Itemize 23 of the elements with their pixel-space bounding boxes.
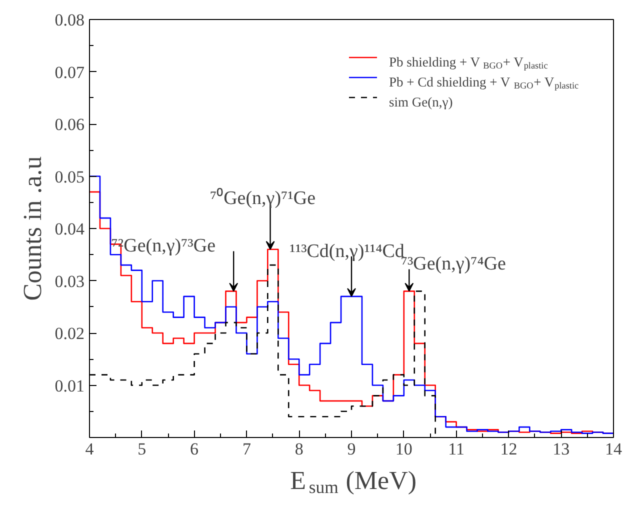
y-tick-label: 0.07 xyxy=(54,62,85,82)
y-tick-label: 0.06 xyxy=(54,115,84,134)
annotation: ⁷⁰Ge(n,γ)⁷¹Ge xyxy=(210,186,316,209)
x-tick-label: 6 xyxy=(190,440,199,458)
x-tick-label: 12 xyxy=(500,440,518,458)
x-tick-label: 13 xyxy=(552,440,570,458)
y-tick-label: 0.02 xyxy=(54,324,84,343)
legend-label: sim Ge(n,γ) xyxy=(388,94,453,110)
annotation: ⁷²Ge(n,γ)⁷³Ge xyxy=(111,236,216,257)
y-tick-label: 0.05 xyxy=(54,167,84,186)
y-tick-label: 0.04 xyxy=(54,220,85,238)
x-tick-label: 14 xyxy=(605,440,622,458)
y-tick-label: 0.03 xyxy=(54,272,84,291)
x-tick-label: 11 xyxy=(448,440,464,458)
x-tick-label: 5 xyxy=(138,440,146,458)
x-tick-label: 7 xyxy=(242,440,252,458)
y-tick-label: 0.01 xyxy=(54,376,84,396)
x-tick-label: 4 xyxy=(85,440,94,458)
y-axis-title: Counts in .a.u xyxy=(18,156,47,301)
x-tick-label: 10 xyxy=(395,440,412,458)
x-tick-label: 8 xyxy=(294,440,304,458)
x-tick-label: 9 xyxy=(347,440,356,458)
y-tick-label: 0.08 xyxy=(54,10,84,30)
